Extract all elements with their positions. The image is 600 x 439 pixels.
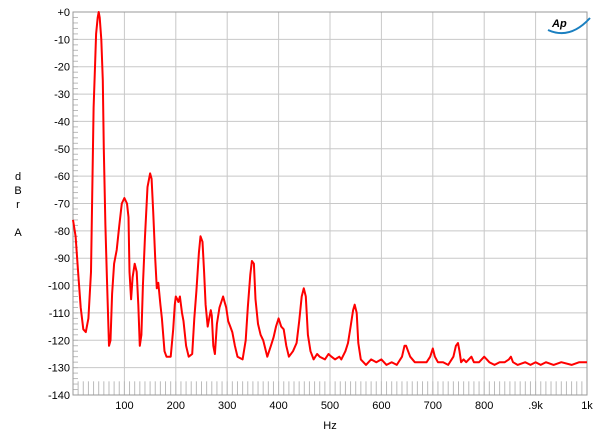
x-tick-label: 400 <box>269 400 287 412</box>
y-tick-label: -80 <box>54 226 70 238</box>
y-tick-label: -70 <box>54 199 70 211</box>
y-tick-label: -110 <box>49 308 70 320</box>
x-tick-label: 300 <box>218 400 236 412</box>
y-tick-label: -140 <box>48 390 70 402</box>
y-tick-label: -130 <box>48 363 70 375</box>
x-tick-label: 1k <box>581 400 593 412</box>
y-tick-label: -100 <box>48 281 70 293</box>
y-axis-label-letter: B <box>14 185 21 197</box>
y-tick-label: -30 <box>54 89 70 101</box>
x-tick-label: 700 <box>424 400 442 412</box>
y-tick-label: -50 <box>54 144 70 156</box>
x-tick-label: 500 <box>321 400 339 412</box>
y-axis-label-letter: d <box>15 171 21 183</box>
y-tick-label: -120 <box>48 335 70 347</box>
x-tick-label: 200 <box>167 400 185 412</box>
y-tick-label: -40 <box>54 116 70 128</box>
x-tick-labels: 100 200 300 400 500 600 700 800 .9k 1k <box>115 400 593 412</box>
plot-frame <box>72 11 588 396</box>
y-axis-label-letter: A <box>14 227 22 239</box>
y-tick-label: +0 <box>57 7 70 19</box>
x-tick-label: 600 <box>372 400 390 412</box>
y-tick-label: -60 <box>54 171 70 183</box>
svg-text:Ap: Ap <box>551 18 567 30</box>
y-axis-label-letter: r <box>16 199 20 211</box>
y-tick-label: -90 <box>54 253 70 265</box>
series-line <box>72 11 587 366</box>
x-tick-label: .9k <box>528 400 543 412</box>
x-tick-label: 100 <box>115 400 133 412</box>
minor-ticks <box>73 11 583 396</box>
y-axis-label: dBr A <box>14 171 22 239</box>
grid <box>73 11 588 396</box>
x-axis-label: Hz <box>323 420 336 432</box>
y-tick-labels: +0 -10 -20 -30 -40 -50 -60 -70 -80 -90 -100 -110 -12… <box>48 7 70 402</box>
ap-logo: Ap <box>547 17 591 34</box>
y-tick-label: -20 <box>54 62 70 74</box>
x-tick-label: 800 <box>475 400 493 412</box>
y-tick-label: -10 <box>54 34 70 46</box>
